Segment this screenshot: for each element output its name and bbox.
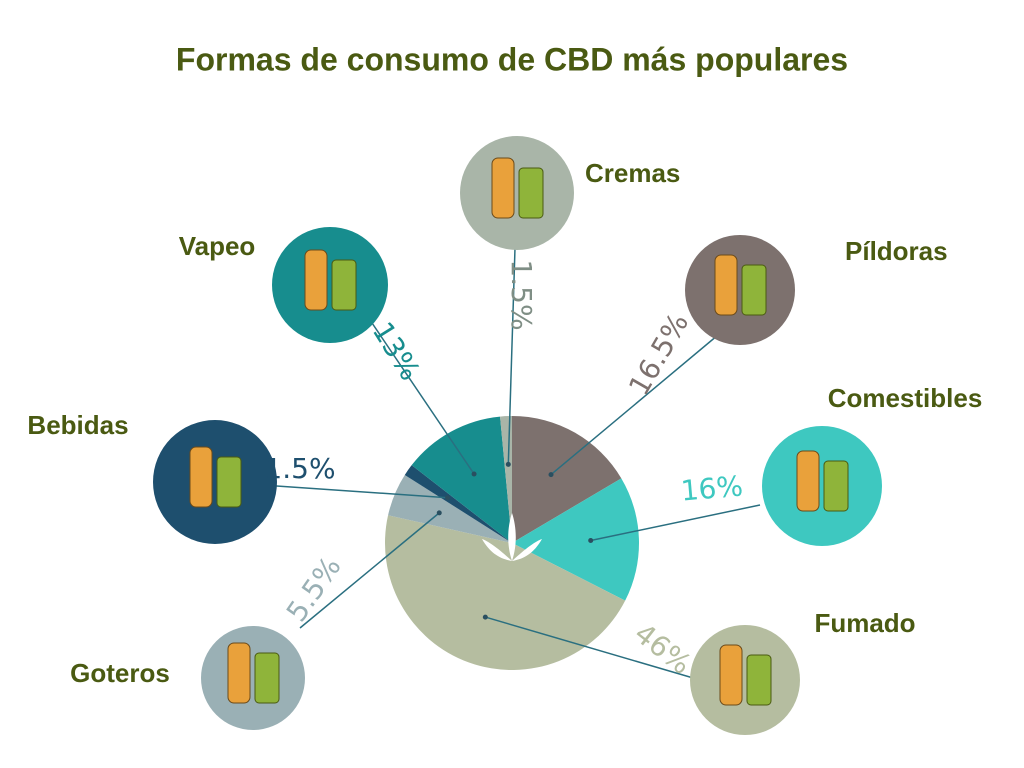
leader-line xyxy=(369,319,475,475)
category-label: Píldoras xyxy=(845,236,948,266)
leader-line xyxy=(261,484,448,499)
leader-line xyxy=(550,334,719,476)
icon xyxy=(254,652,280,704)
slice xyxy=(512,416,622,543)
leader-dot xyxy=(471,471,477,477)
slice xyxy=(388,474,512,543)
value-label: 1.5% xyxy=(264,452,335,485)
icon xyxy=(746,654,772,706)
value-label: 46% xyxy=(628,617,697,681)
category-label: Cremas xyxy=(585,158,680,188)
pie xyxy=(385,416,639,670)
icon xyxy=(491,157,515,219)
icon xyxy=(714,254,738,316)
slice xyxy=(411,416,512,543)
leaf xyxy=(482,513,542,561)
leader-line xyxy=(299,512,440,629)
icon xyxy=(719,644,743,706)
icon-circle xyxy=(762,426,882,546)
leader-dot xyxy=(588,538,594,544)
icon xyxy=(227,642,251,704)
leader-dot xyxy=(445,495,451,501)
value-label: 16% xyxy=(679,469,744,507)
slice xyxy=(404,465,512,543)
category-label: Bebidas xyxy=(27,410,128,440)
icon-circle xyxy=(685,235,795,345)
icon-circle xyxy=(272,227,388,343)
icon xyxy=(216,456,242,508)
value-label: 16.5% xyxy=(622,307,695,401)
icon xyxy=(189,446,213,508)
leader-line xyxy=(485,616,701,681)
value-label: 1.5% xyxy=(505,259,538,330)
category-label: Comestibles xyxy=(828,383,983,413)
icon-circle xyxy=(690,625,800,735)
icon xyxy=(518,167,544,219)
icon-circle xyxy=(460,136,574,250)
icon-circle xyxy=(153,420,277,544)
slice xyxy=(385,515,626,670)
chart-title: Formas de consumo de CBD más populares xyxy=(176,41,848,77)
category-label: Goteros xyxy=(70,658,170,688)
icon xyxy=(304,249,328,311)
icon xyxy=(331,259,357,311)
leader-dot xyxy=(482,614,488,620)
leader-dot xyxy=(505,461,511,467)
icon xyxy=(741,264,767,316)
icon xyxy=(823,460,849,512)
category-label: Vapeo xyxy=(179,231,256,261)
leader-line xyxy=(590,504,761,542)
icon-circle xyxy=(201,626,305,730)
leader-dot xyxy=(436,510,442,516)
leader-line xyxy=(507,247,516,465)
leader-dot xyxy=(548,472,554,478)
icon xyxy=(796,450,820,512)
category-label: Fumado xyxy=(814,608,915,638)
slice xyxy=(512,478,639,601)
value-label: 5.5% xyxy=(280,551,348,628)
